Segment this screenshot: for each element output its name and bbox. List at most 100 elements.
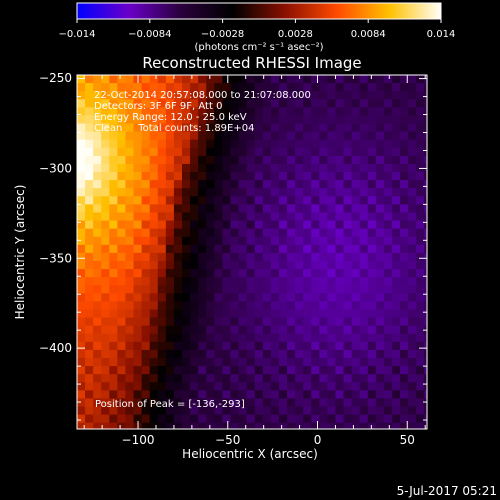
heatmap-cell xyxy=(278,260,288,270)
heatmap-cell xyxy=(182,99,191,108)
heatmap-cell xyxy=(319,285,328,294)
heatmap-cell xyxy=(303,188,312,197)
heatmap-cell xyxy=(238,301,248,311)
heatmap-cell xyxy=(165,325,175,335)
heatmap-cell xyxy=(173,220,183,230)
heatmap-cell xyxy=(416,252,425,262)
heatmap-cell xyxy=(125,172,135,181)
heatmap-cell xyxy=(359,358,369,367)
heatmap-cell xyxy=(246,349,256,359)
heatmap-cell xyxy=(93,139,102,149)
heatmap-cell xyxy=(351,366,361,375)
heatmap-cell xyxy=(335,390,345,400)
footer-date: 5-Jul-2017 05:21 xyxy=(397,484,497,498)
heatmap-cell xyxy=(133,252,143,262)
heatmap-cell xyxy=(85,212,94,222)
heatmap-cell xyxy=(173,131,183,141)
heatmap-cell xyxy=(311,212,320,222)
heatmap-cell xyxy=(343,309,353,319)
heatmap-cell xyxy=(295,180,304,189)
heatmap-cell xyxy=(230,414,240,424)
heatmap-cell xyxy=(327,204,337,214)
heatmap-cell xyxy=(125,301,135,311)
heatmap-cell xyxy=(117,163,127,173)
heatmap-cell xyxy=(424,277,427,286)
heatmap-cell xyxy=(359,220,369,230)
heatmap-cell xyxy=(125,236,135,246)
heatmap-cell xyxy=(206,325,215,335)
heatmap-cell xyxy=(351,99,361,108)
heatmap-cell xyxy=(230,301,240,311)
heatmap-cell xyxy=(303,390,312,400)
heatmap-cell xyxy=(327,382,337,391)
heatmap-cell xyxy=(319,414,328,424)
heatmap-cell xyxy=(198,244,207,254)
heatmap-cell xyxy=(327,180,337,189)
heatmap-cell xyxy=(270,163,280,173)
heatmap-cell xyxy=(359,301,369,311)
heatmap-cell xyxy=(133,260,143,270)
heatmap-cell xyxy=(230,228,240,238)
heatmap-cell xyxy=(262,99,272,108)
heatmap-cell xyxy=(101,196,110,205)
heatmap-cell xyxy=(295,163,304,173)
heatmap-cell xyxy=(173,163,183,173)
heatmap-cell xyxy=(343,139,353,149)
heatmap-cell xyxy=(173,188,183,197)
heatmap-cell xyxy=(311,204,320,214)
heatmap-cell xyxy=(238,366,248,375)
heatmap-cell xyxy=(424,358,427,367)
heatmap-cell xyxy=(214,301,223,311)
heatmap-cell xyxy=(133,309,143,319)
heatmap-cell xyxy=(287,269,296,278)
heatmap-cell xyxy=(190,309,199,319)
heatmap-cell xyxy=(238,325,248,335)
heatmap-cell xyxy=(117,147,127,157)
heatmap-cell xyxy=(408,131,417,141)
heatmap-cell xyxy=(173,398,183,408)
heatmap-cell xyxy=(367,107,377,117)
heatmap-cell xyxy=(343,147,353,157)
heatmap-cell xyxy=(77,188,86,197)
heatmap-cell xyxy=(141,358,151,367)
heatmap-cell xyxy=(198,341,207,351)
heatmap-cell xyxy=(270,366,280,375)
heatmap-cell xyxy=(278,91,288,100)
heatmap-cell xyxy=(246,414,256,424)
heatmap-cell xyxy=(117,91,127,100)
heatmap-cell xyxy=(254,163,264,173)
heatmap-cell xyxy=(278,236,288,246)
heatmap-cell xyxy=(141,172,151,181)
heatmap-cell xyxy=(246,236,256,246)
heatmap-cell xyxy=(311,285,320,294)
annotation-block: 22-Oct-2014 20:57:08.000 to 21:07:08.000… xyxy=(94,90,311,134)
heatmap-cell xyxy=(319,374,328,383)
heatmap-cell xyxy=(165,398,175,408)
heatmap-cell xyxy=(246,422,256,429)
heatmap-cell xyxy=(416,277,425,286)
heatmap-cell xyxy=(117,83,127,92)
heatmap-cell xyxy=(198,163,207,173)
heatmap-cell xyxy=(335,252,345,262)
heatmap-cell xyxy=(206,358,215,367)
heatmap-cell xyxy=(343,220,353,230)
heatmap-cell xyxy=(254,325,264,335)
heatmap-cell xyxy=(278,398,288,408)
heatmap-cell xyxy=(408,260,417,270)
heatmap-cell xyxy=(165,260,175,270)
heatmap-cell xyxy=(262,220,272,230)
heatmap-cell xyxy=(109,406,118,416)
heatmap-cell xyxy=(157,204,167,214)
heatmap-cell xyxy=(287,147,296,157)
heatmap-cell xyxy=(408,139,417,149)
heatmap-cell xyxy=(93,91,102,100)
heatmap-cell xyxy=(77,293,86,303)
heatmap-cell xyxy=(238,414,248,424)
heatmap-cell xyxy=(319,301,328,311)
heatmap-cell xyxy=(133,91,143,100)
heatmap-cell xyxy=(400,285,409,294)
heatmap-cell xyxy=(149,228,159,238)
heatmap-cell xyxy=(198,260,207,270)
heatmap-cell xyxy=(295,188,304,197)
heatmap-cell xyxy=(270,188,280,197)
